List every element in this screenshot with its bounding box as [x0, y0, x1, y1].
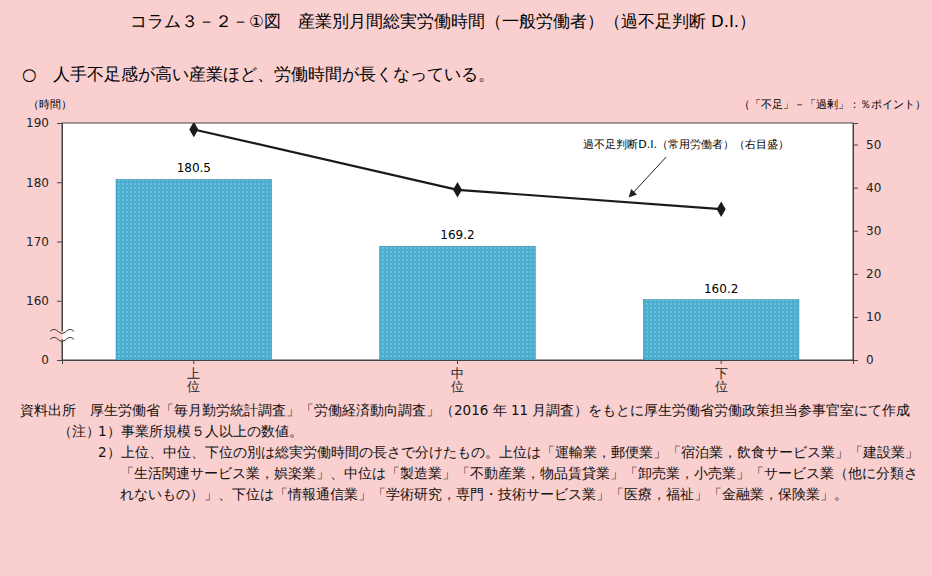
tick-label: 190 [26, 116, 49, 130]
tick-label: 40 [866, 181, 881, 195]
tick: 下位 [715, 360, 728, 394]
source: 資料出所 厚生労働省「毎月勤労統計調査」「労働経済動向調査」（2016 年 11… [20, 400, 920, 421]
x-axis-line [63, 361, 854, 365]
y-axis-line [57, 124, 63, 361]
tick-mark [721, 360, 722, 364]
y2-axis: 0 10 20 30 40 50 [853, 124, 881, 368]
line-marker [453, 182, 462, 198]
notes: 資料出所 厚生労働省「毎月勤労統計調査」「労働経済動向調査」（2016 年 11… [20, 400, 920, 505]
tick-label: 0 [41, 353, 49, 367]
y2-axis-line [854, 124, 859, 361]
tick: 180 [26, 176, 62, 190]
series-annotation: 過不足判断D.I.（常用労働者）（右目盛） [583, 138, 789, 151]
plot-area [62, 123, 853, 360]
tick: 160 [26, 294, 62, 308]
x-axis: 上位 中位 下位 [63, 360, 854, 394]
bar [643, 300, 799, 360]
tick-mark [57, 123, 62, 124]
tick-mark [853, 274, 858, 275]
annotation-arrow [629, 157, 666, 197]
note: 1）事業所規模５人以上の数値。 [98, 421, 920, 442]
notes-block: （注）1）事業所規模５人以上の数値。2）上位、中位、下位の別は総実労働時間の長さ… [20, 421, 920, 505]
tick-mark [853, 231, 858, 232]
tick-label: 170 [26, 235, 49, 249]
tick-mark [853, 188, 858, 189]
y-axis-title: （時間） [28, 98, 72, 111]
tick: 0 [853, 353, 874, 367]
bar [116, 179, 272, 360]
tick: 10 [853, 310, 881, 324]
plot: 180.5 169.2 160.2 0 160 170 180 190 0 10 20 30 40 50 上… [26, 116, 881, 394]
tick: 中位 [451, 360, 464, 394]
notes-list: 1）事業所規模５人以上の数値。2）上位、中位、下位の別は総実労働時間の長さで分け… [98, 421, 920, 505]
marks [116, 123, 799, 360]
y-axis: 0 160 170 180 190 [26, 116, 62, 367]
tick-mark [57, 182, 62, 183]
tick-label: 30 [866, 224, 881, 238]
tick-label: 上位 [187, 366, 200, 394]
line-marker [189, 123, 198, 137]
tick: 20 [853, 267, 881, 281]
tick-label: 180 [26, 176, 49, 190]
chart: コラム３－２－①図 産業別月間総実労働時間（一般労働者）（過不足判断 D.I.）… [0, 0, 932, 400]
line-marker [717, 201, 726, 217]
tick-mark [457, 360, 458, 364]
data-label: 160.2 [704, 282, 738, 296]
tick: 40 [853, 181, 881, 195]
tick-mark [853, 145, 858, 146]
tick-label: 0 [866, 353, 874, 367]
tick-label: 160 [26, 294, 49, 308]
tick: 0 [41, 353, 62, 367]
tick: 50 [853, 138, 881, 152]
y2-axis-title: （「不足」－「過剰」：％ポイント） [739, 98, 926, 111]
tick: 30 [853, 224, 881, 238]
tick-label: 50 [866, 138, 881, 152]
data-label: 180.5 [177, 161, 211, 175]
tick-mark [57, 301, 62, 302]
tick-mark [57, 360, 62, 361]
subtitle: ○ 人手不足感が高い産業ほど、労働時間が長くなっている。 [22, 65, 495, 84]
tick: 170 [26, 235, 62, 249]
tick-label: 20 [866, 267, 881, 281]
bar [380, 246, 536, 360]
title: コラム３－２－①図 産業別月間総実労働時間（一般労働者）（過不足判断 D.I.） [130, 12, 756, 31]
tick-label: 下位 [715, 366, 728, 394]
notes-title: （注） [58, 421, 98, 505]
data-label: 169.2 [440, 228, 474, 242]
tick-label: 中位 [451, 366, 464, 394]
tick: 上位 [187, 360, 200, 394]
tick-mark [193, 360, 194, 364]
tick-label: 10 [866, 310, 881, 324]
axis-break [50, 329, 74, 341]
tick-mark [853, 317, 858, 318]
note: 2）上位、中位、下位の別は総実労働時間の長さで分けたもの。上位は「運輸業，郵便業… [98, 442, 920, 505]
tick-mark [57, 242, 62, 243]
tick: 190 [26, 116, 62, 130]
